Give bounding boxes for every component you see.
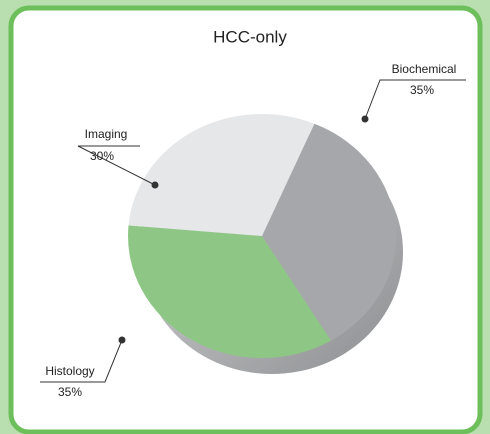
slice-value-label: 30% [90, 149, 114, 163]
slice-label: Imaging [85, 127, 128, 141]
leader-line [364, 79, 466, 120]
labels: Biochemical 35% Histology 35% Imaging 30% [40, 62, 466, 399]
leader-dot [361, 115, 369, 123]
pie-slice [127, 225, 332, 358]
slice-value-label: 35% [410, 83, 434, 97]
slice-label: Biochemical [392, 62, 457, 76]
leader-line [40, 339, 123, 383]
chart-title: HCC-only [213, 27, 287, 46]
pie-slice [128, 113, 315, 236]
leader-line [77, 145, 156, 186]
slice-label: Histology [45, 364, 94, 378]
leader-dot [118, 336, 126, 344]
slice-value-label: 35% [58, 385, 82, 399]
pie [127, 113, 396, 358]
pie-slice [262, 123, 396, 341]
leader-dot [151, 181, 159, 189]
